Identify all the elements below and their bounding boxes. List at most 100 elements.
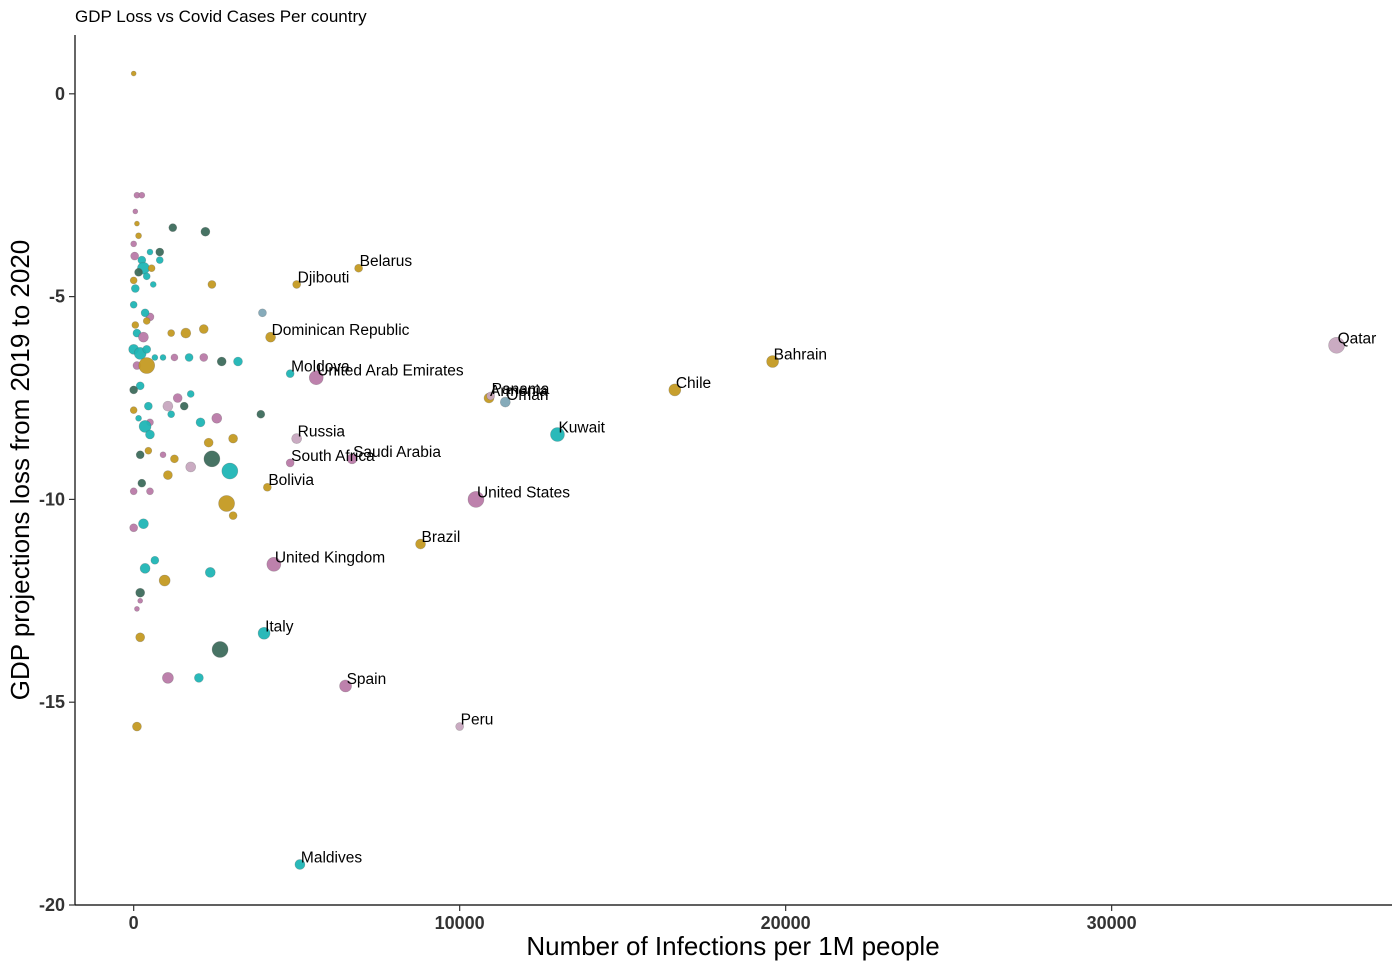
data-point — [198, 324, 209, 334]
country-label: Panama — [492, 381, 550, 398]
data-point — [129, 406, 138, 414]
data-point-bahrain — [766, 355, 779, 368]
data-point — [138, 331, 149, 343]
x-tick-label: 20000 — [761, 913, 811, 933]
data-point-brazil — [415, 538, 426, 550]
data-point — [168, 223, 178, 232]
data-point — [256, 409, 266, 419]
country-label: Bolivia — [268, 472, 314, 489]
country-label: United Kingdom — [275, 549, 385, 566]
data-point — [132, 208, 139, 215]
y-axis-title: GDP projections loss from 2019 to 2020 — [5, 240, 35, 701]
data-point — [145, 429, 155, 440]
data-point-qatar — [1328, 336, 1345, 354]
data-point-oman — [500, 396, 511, 408]
data-point — [186, 390, 195, 398]
data-point — [131, 321, 140, 329]
country-label: Bahrain — [774, 347, 827, 364]
data-point — [211, 412, 223, 424]
data-point — [137, 598, 143, 604]
axes: 0 10000 20000 30000 0 -5 -10 -15 -20 — [39, 35, 1392, 933]
data-point — [149, 281, 157, 288]
country-label: Dominican Republic — [272, 322, 410, 339]
data-point-russia — [291, 433, 302, 444]
country-label: Chile — [676, 375, 711, 392]
data-point — [199, 353, 209, 362]
data-point-panama — [486, 391, 495, 401]
data-point-spain — [339, 679, 352, 693]
data-point — [129, 385, 138, 395]
y-tick-label: -5 — [49, 287, 65, 307]
country-label: Saudi Arabia — [353, 444, 441, 461]
data-point — [228, 511, 238, 520]
data-point-italy — [257, 626, 271, 640]
data-point — [216, 356, 227, 367]
data-point — [203, 450, 221, 468]
data-point — [138, 420, 152, 433]
point-labels: Qatar Bahrain Chile Kuwait OmanArmeniaPanama… — [265, 253, 1376, 866]
data-point — [144, 401, 153, 411]
data-point — [142, 345, 152, 354]
data-point-south-africa — [285, 458, 295, 468]
data-point-united-states — [467, 491, 485, 508]
data-point-united-arab-emirates — [308, 370, 324, 386]
data-point — [159, 354, 167, 361]
data-point — [147, 264, 156, 273]
data-point — [144, 446, 153, 455]
data-point — [129, 523, 138, 533]
data-point — [204, 567, 216, 578]
data-point — [221, 462, 239, 480]
data-point-moldova — [285, 369, 295, 378]
country-label: Qatar — [1338, 330, 1377, 347]
data-point — [195, 417, 206, 428]
data-point — [131, 284, 140, 293]
y-tick-label: -10 — [39, 489, 65, 509]
data-point — [158, 574, 171, 587]
data-point — [162, 672, 174, 684]
data-point — [180, 327, 192, 339]
country-label: South Africa — [291, 448, 375, 465]
data-point — [135, 232, 142, 240]
country-label: Russia — [298, 424, 346, 441]
country-label: Belarus — [360, 253, 413, 270]
data-point — [129, 487, 138, 496]
data-point — [138, 518, 149, 530]
data-point — [170, 454, 179, 464]
data-point — [135, 450, 145, 460]
data-point — [150, 555, 160, 565]
data-point-dominican-republic — [265, 331, 276, 343]
country-label: Moldova — [291, 359, 350, 376]
country-label: Djibouti — [298, 269, 350, 286]
data-point — [129, 300, 138, 309]
data-point — [179, 401, 189, 411]
country-label: Spain — [347, 671, 387, 688]
data-point — [218, 495, 235, 512]
data-point — [139, 563, 151, 574]
data-point-chile — [668, 383, 682, 397]
data-point-united-kingdom — [266, 557, 282, 572]
chart-title: GDP Loss vs Covid Cases Per country — [75, 7, 367, 26]
data-point — [162, 400, 174, 412]
country-label: United States — [477, 484, 570, 501]
data-point-belarus — [354, 263, 363, 273]
data-point — [134, 220, 140, 227]
data-point — [132, 721, 142, 732]
data-point — [207, 280, 217, 289]
data-point — [228, 433, 238, 444]
country-label: Italy — [265, 618, 294, 635]
data-point — [138, 191, 146, 199]
data-point-bolivia — [263, 482, 272, 492]
data-point — [134, 606, 140, 612]
y-tick-label: 0 — [55, 84, 65, 104]
data-points — [128, 70, 1345, 870]
data-point — [138, 357, 156, 374]
country-label: Peru — [461, 712, 494, 729]
y-tick-label: -20 — [39, 895, 65, 915]
data-point-kuwait — [550, 427, 565, 442]
data-point — [130, 251, 139, 261]
data-point — [140, 308, 150, 318]
data-point — [172, 393, 183, 403]
data-point — [155, 256, 164, 264]
data-point — [130, 240, 137, 248]
